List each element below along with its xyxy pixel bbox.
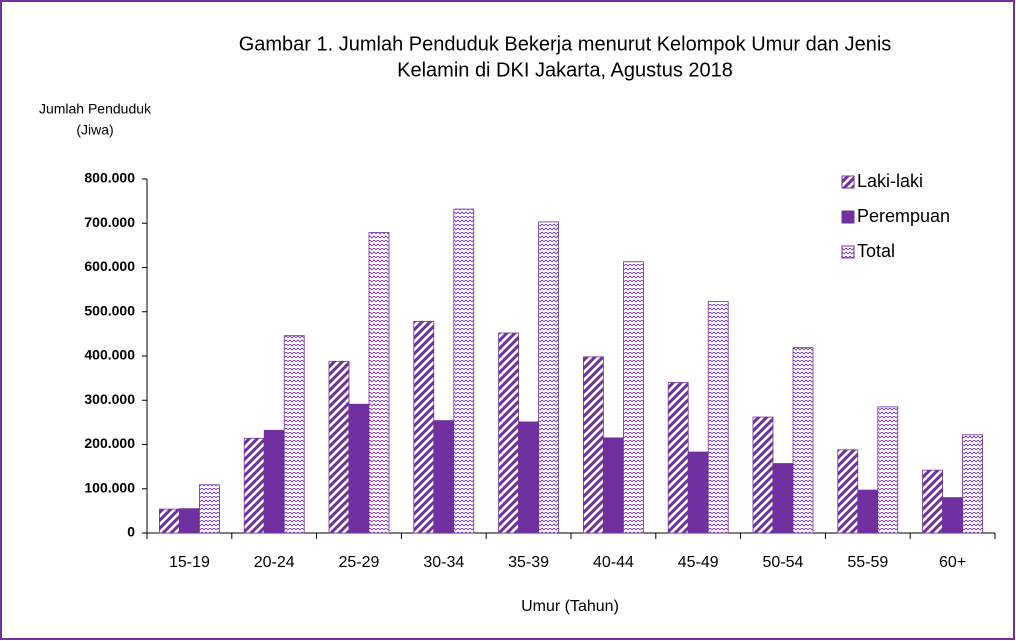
bar bbox=[433, 420, 455, 534]
bar bbox=[413, 321, 435, 534]
x-tick-label: 60+ bbox=[939, 554, 966, 571]
legend-label: Laki-laki bbox=[857, 171, 923, 191]
bar bbox=[348, 403, 370, 534]
bar bbox=[707, 301, 729, 534]
bar bbox=[792, 347, 814, 534]
x-tick-label: 55-59 bbox=[847, 554, 888, 571]
y-tick-label: 0 bbox=[127, 524, 135, 540]
legend-swatch bbox=[841, 245, 855, 259]
bar bbox=[498, 332, 520, 534]
bar bbox=[772, 463, 794, 534]
x-tick-label: 50-54 bbox=[763, 554, 804, 571]
y-tick-label: 500.000 bbox=[84, 302, 135, 318]
x-axis-label: Umur (Tahun) bbox=[521, 598, 619, 615]
bar bbox=[538, 221, 559, 534]
bar bbox=[583, 356, 604, 534]
bar bbox=[857, 489, 879, 534]
bar bbox=[283, 335, 305, 534]
y-tick-label: 400.000 bbox=[84, 347, 135, 363]
legend-swatch bbox=[841, 175, 855, 189]
bar bbox=[368, 232, 390, 534]
y-tick-label: 300.000 bbox=[84, 391, 135, 407]
y-tick-label: 800.000 bbox=[84, 170, 135, 186]
legend-label: Perempuan bbox=[857, 206, 950, 226]
bar bbox=[263, 429, 285, 534]
bar bbox=[518, 421, 539, 534]
bar bbox=[158, 508, 180, 534]
bar bbox=[837, 449, 859, 534]
bar bbox=[178, 508, 200, 534]
bar bbox=[687, 451, 709, 534]
chart-title: Kelamin di DKI Jakarta, Agustus 2018 bbox=[397, 59, 733, 81]
x-tick-label: 15-19 bbox=[169, 554, 210, 571]
bar bbox=[667, 382, 689, 534]
y-tick-label: 100.000 bbox=[84, 479, 135, 495]
x-tick-label: 40-44 bbox=[593, 554, 634, 571]
y-tick-label: 600.000 bbox=[84, 258, 135, 274]
legend-label: Total bbox=[857, 241, 895, 261]
y-axis-label: Jumlah Penduduk bbox=[39, 101, 152, 117]
bar bbox=[243, 437, 265, 534]
bar bbox=[623, 261, 644, 534]
bar bbox=[328, 360, 350, 534]
y-tick-label: 700.000 bbox=[84, 214, 135, 230]
x-tick-label: 25-29 bbox=[339, 554, 380, 571]
bar bbox=[962, 434, 983, 534]
bar bbox=[198, 484, 220, 534]
x-tick-label: 30-34 bbox=[423, 554, 464, 571]
y-axis-label: (Jiwa) bbox=[76, 122, 113, 138]
bar bbox=[603, 437, 624, 534]
bar bbox=[453, 208, 475, 534]
y-tick-label: 200.000 bbox=[84, 435, 135, 451]
legend-swatch bbox=[841, 210, 855, 224]
chart-title: Gambar 1. Jumlah Penduduk Bekerja menuru… bbox=[239, 33, 892, 55]
bar bbox=[877, 406, 899, 534]
x-tick-label: 35-39 bbox=[508, 554, 549, 571]
x-tick-label: 45-49 bbox=[678, 554, 719, 571]
bar bbox=[942, 497, 963, 534]
bar bbox=[752, 416, 774, 534]
bar bbox=[922, 469, 943, 534]
x-tick-label: 20-24 bbox=[254, 554, 295, 571]
